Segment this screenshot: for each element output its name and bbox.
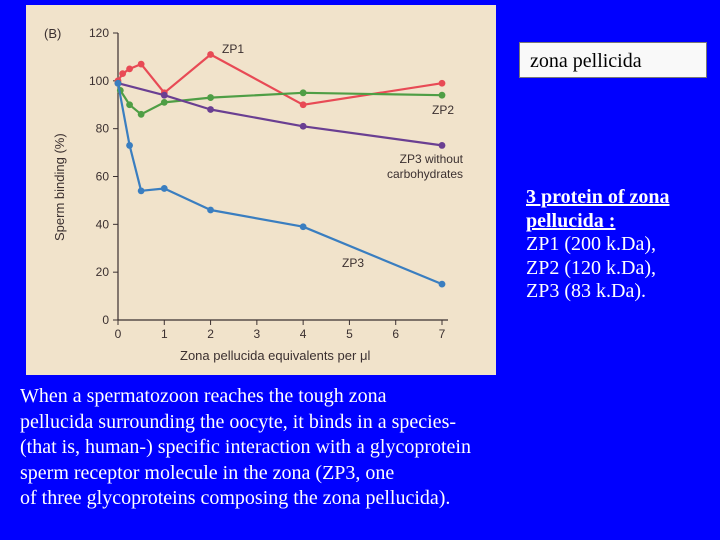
data-point-zp3: [299, 223, 307, 231]
y-tick-label: 60: [96, 170, 110, 184]
data-point-zp2: [126, 101, 133, 109]
data-point-zp3: [137, 187, 145, 195]
data-point-zp3-without-carbohydrates: [207, 106, 214, 113]
x-tick-label: 2: [207, 327, 214, 341]
protein-info: 3 protein of zona pellucida : ZP1 (200 k…: [526, 186, 716, 304]
data-point-zp3: [438, 280, 446, 288]
x-tick-label: 3: [254, 327, 261, 341]
series-label-zp3: ZP3: [342, 256, 364, 270]
data-point-zp2: [207, 94, 214, 101]
caption-line: pellucida surrounding the oocyte, it bin…: [20, 410, 457, 433]
data-point-zp3: [207, 206, 214, 214]
x-tick-label: 0: [115, 327, 122, 341]
data-point-zp3: [160, 185, 168, 192]
data-point-zp3-without-carbohydrates: [299, 122, 307, 130]
x-tick-label: 7: [439, 327, 446, 341]
y-tick-label: 0: [102, 313, 109, 327]
data-point-zp1: [126, 65, 133, 73]
y-axis-title: Sperm binding (%): [52, 133, 67, 241]
protein-list: ZP1 (200 k.Da), ZP2 (120 k.Da), ZP3 (83 …: [526, 233, 716, 304]
series-line-zp2: [116, 82, 443, 116]
series-label-zp2: ZP2: [432, 103, 454, 117]
y-tick-label: 100: [89, 74, 109, 88]
series-line-zp3: [116, 82, 443, 286]
figure-panel: (B) 0 20 40 60 80 100 120 0 1 2 3 4 5 6 7 ZP1 ZP2 ZP3 wi…: [26, 5, 496, 375]
data-point-zp2: [137, 110, 145, 118]
x-axis-title: Zona pellucida equivalents per μl: [180, 348, 370, 363]
protein-item: ZP1 (200 k.Da),: [526, 233, 656, 255]
protein-item: ZP2 (120 k.Da),: [526, 256, 656, 279]
data-point-zp1: [438, 79, 446, 87]
data-point-zp2: [438, 91, 446, 99]
caption: When a spermatozoon reaches the tough zo…: [20, 384, 580, 512]
data-point-zp1: [207, 51, 214, 58]
title-box-text: zona pellicida: [530, 50, 642, 72]
caption-line: sperm receptor molecule in the zona (ZP3…: [20, 461, 395, 484]
data-point-zp3: [114, 79, 122, 87]
data-point-zp3: [126, 142, 133, 149]
x-tick-label: 1: [161, 327, 168, 341]
data-point-zp1: [299, 101, 307, 109]
data-point-zp1: [119, 70, 127, 78]
caption-line: (that is, human-) specific interaction w…: [20, 436, 471, 459]
data-point-zp2: [160, 98, 168, 106]
y-tick-label: 120: [89, 26, 109, 40]
x-tick-label: 5: [346, 327, 353, 341]
y-tick-label: 80: [96, 122, 110, 136]
title-box: zona pellicida: [519, 42, 707, 78]
data-point-zp3-without-carbohydrates: [160, 91, 168, 99]
binding-chart: (B) 0 20 40 60 80 100 120 0 1 2 3 4 5 6 7 ZP1 ZP2 ZP3 wi…: [44, 26, 464, 363]
data-point-zp1: [137, 60, 145, 68]
y-tick-label: 40: [96, 217, 110, 231]
protein-item: ZP3 (83 k.Da).: [526, 280, 646, 302]
x-tick-label: 4: [300, 327, 307, 341]
protein-heading: 3 protein of zona pellucida :: [526, 186, 670, 232]
series-label-zp3-without-carbohydrates: ZP3 without carbohydrates: [387, 152, 464, 181]
caption-line: When a spermatozoon reaches the tough zo…: [20, 385, 387, 407]
data-point-zp3-without-carbohydrates: [438, 142, 446, 149]
y-tick-label: 20: [96, 265, 110, 279]
panel-label: (B): [44, 26, 61, 41]
x-tick-label: 6: [392, 327, 399, 341]
data-point-zp2: [299, 89, 307, 97]
caption-line: of three glycoproteins composing the zon…: [20, 487, 451, 510]
series-label-zp1: ZP1: [222, 42, 244, 56]
